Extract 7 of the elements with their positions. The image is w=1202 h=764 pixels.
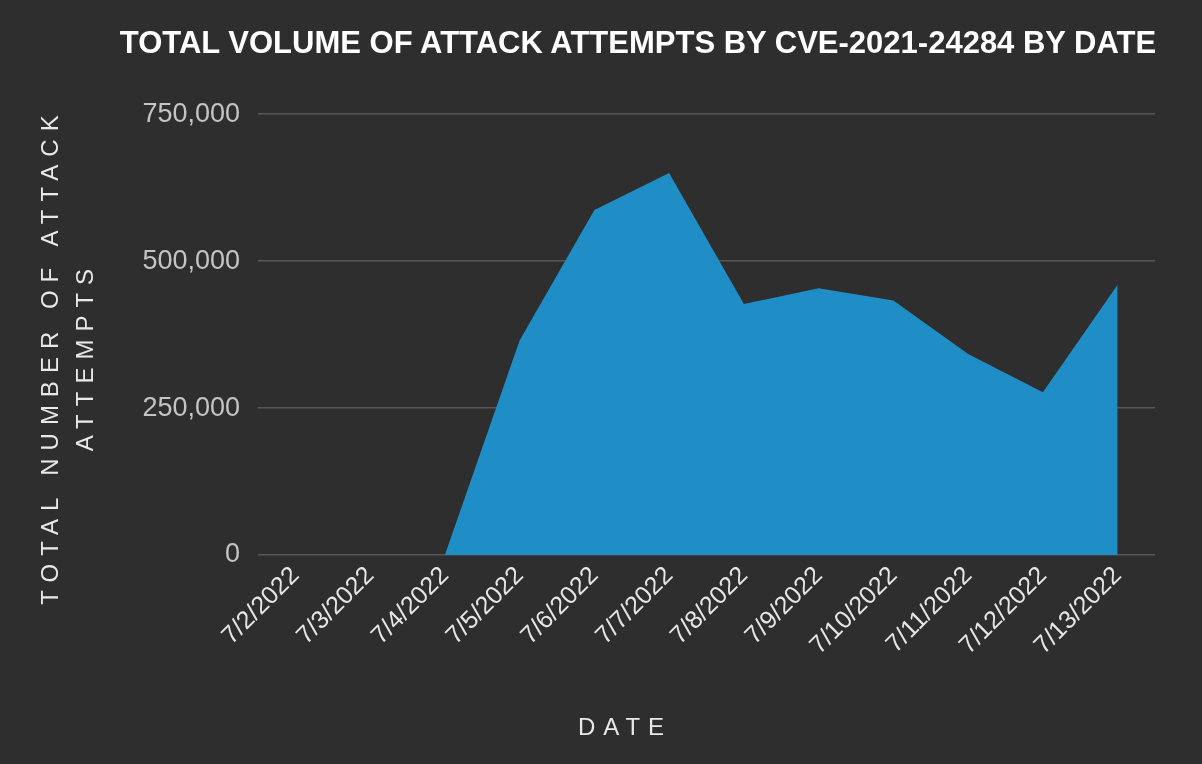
- x-axis-title: DATE: [576, 713, 674, 741]
- y-tick-label: 0: [224, 538, 240, 569]
- y-axis-title: TOTAL NUMBER OF ATTACK ATTEMPTS: [35, 106, 99, 607]
- y-tick-label: 500,000: [142, 244, 240, 275]
- y-tick-label: 750,000: [142, 97, 240, 128]
- y-tick-label: 250,000: [142, 391, 240, 422]
- chart-title: TOTAL VOLUME OF ATTACK ATTEMPTS BY CVE-2021-24284 BY DATE: [118, 25, 1158, 61]
